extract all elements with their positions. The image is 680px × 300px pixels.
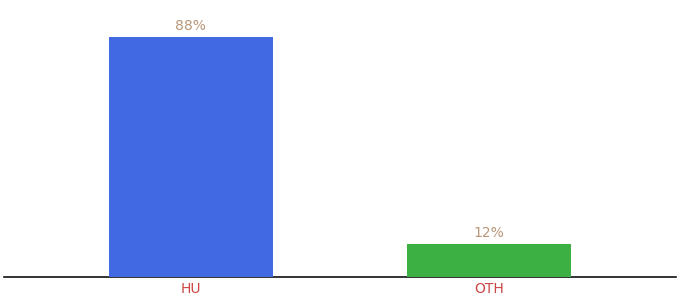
Bar [407, 244, 571, 277]
Text: 88%: 88% [175, 19, 206, 33]
Bar [109, 37, 273, 277]
Text: 12%: 12% [474, 226, 505, 240]
